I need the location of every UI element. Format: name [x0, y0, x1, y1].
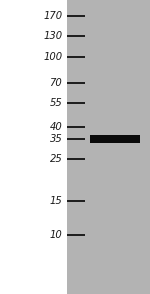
Text: 40: 40	[50, 122, 62, 132]
Text: 15: 15	[50, 196, 62, 206]
Text: 35: 35	[50, 134, 62, 144]
Text: 170: 170	[43, 11, 62, 21]
Text: 130: 130	[43, 31, 62, 41]
Text: 25: 25	[50, 154, 62, 164]
Bar	[90, 135, 140, 143]
Text: 10: 10	[50, 230, 62, 240]
Text: 55: 55	[50, 98, 62, 108]
Text: 70: 70	[50, 78, 62, 88]
Bar	[67, 0, 150, 294]
Text: 100: 100	[43, 52, 62, 62]
